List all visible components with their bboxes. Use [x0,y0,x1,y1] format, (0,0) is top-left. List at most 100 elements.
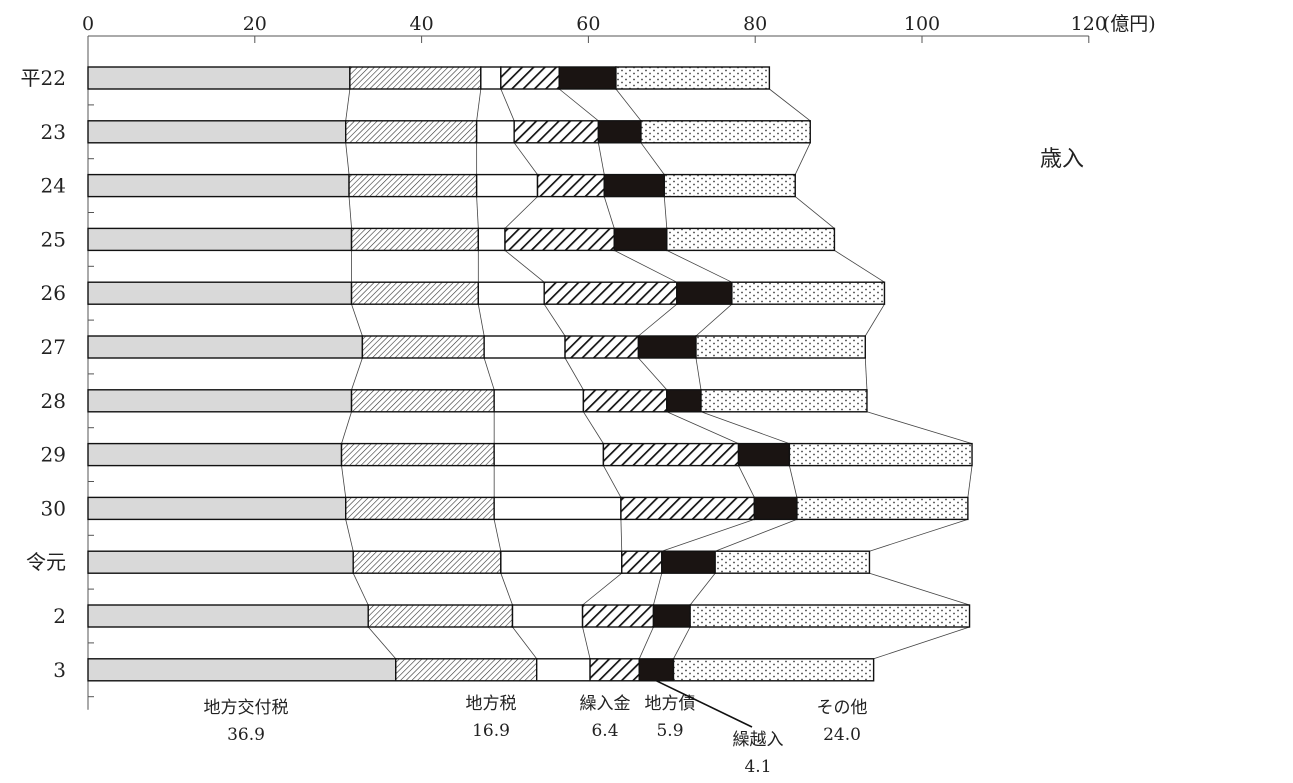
connector-line [864,303,885,337]
connector-line [582,626,591,659]
bar-segment [666,227,836,252]
connector-line [352,573,369,606]
bar-segment [543,281,678,305]
bar-segment [714,550,871,574]
connector-line [583,411,604,444]
category-label: 27 [41,335,66,359]
bar-segment [87,604,369,628]
bar-segment [477,227,506,252]
connector-lines [341,88,973,660]
series-label-name: 地方債 [645,694,696,714]
connector-line [638,357,668,391]
bar-segment [615,66,771,90]
series-label-name: 地方税 [466,694,517,714]
bar-segment [613,227,668,252]
bar-segment [731,281,886,305]
bar-segment [676,281,733,305]
callout-line [656,680,753,728]
label-layer: 平222324252627282930令元23歳入地方交付税36.9地方税16.… [21,66,1084,777]
bar-segment [483,335,566,359]
bar-segment [564,335,640,359]
bar-segment [620,496,756,521]
connector-line [504,250,545,283]
connector-line [603,465,622,498]
connector-line [789,465,798,498]
bar-layer [87,66,973,682]
bar-segment [87,658,397,682]
bar-segment [87,173,350,198]
series-label-name: 繰越入 [733,730,784,750]
connector-line [477,304,485,337]
connector-line [345,142,350,175]
bar-segment [796,496,969,521]
bar-segment [395,658,538,682]
bar-segment [504,227,615,252]
x-tick-label: 120 [1071,13,1107,35]
bar-segment [350,389,495,413]
connector-line [700,411,790,444]
bar-segment [589,658,640,682]
connector-line [558,88,599,122]
bar-segment [500,550,623,574]
category-label: 24 [41,174,66,198]
connector-line [345,88,351,121]
bar-segment [349,66,482,90]
series-label-name: 繰入金 [580,694,631,714]
connector-line [640,142,665,175]
bar-segment [663,173,796,198]
bar-segment [345,496,495,521]
bar-segment [477,281,545,305]
series-label-value: 16.9 [472,721,510,741]
category-label: 28 [41,389,66,413]
bar-segment [87,389,353,413]
bar-segment [511,604,584,628]
bar-segment [87,281,353,305]
connector-line [638,626,654,659]
series-label-value: 6.4 [591,721,618,741]
connector-line [367,626,397,660]
connector-line [476,88,482,121]
bar-segment [480,66,502,90]
bar-segment [87,335,364,359]
connector-line [695,357,702,390]
bar-segment [500,66,560,90]
connector-line [351,357,363,390]
bar-segment [558,66,617,90]
category-label: 2 [53,604,66,628]
category-label: 平22 [21,66,66,90]
bar-segment [621,550,663,574]
connector-line [614,250,677,283]
connector-line [341,411,352,444]
bar-segment [87,496,347,521]
connector-line [666,250,733,283]
connector-line [493,519,502,552]
category-label: 3 [53,658,66,682]
x-tick-label: 40 [410,13,434,35]
connector-line [582,572,623,606]
chart-title: 歳入 [1040,147,1084,172]
connector-line [715,519,798,552]
connector-line [500,573,513,606]
x-axis-unit: (億円) [1103,13,1156,35]
bar-segment [700,389,868,413]
bar-segment [652,604,691,628]
connector-line [615,88,642,122]
connector-line [341,465,347,498]
connector-line [620,519,623,552]
connector-line [504,196,538,229]
connector-line [869,572,970,606]
series-label-name: その他 [817,698,868,718]
bar-segment [87,442,343,467]
connector-line [864,357,868,390]
category-label: 29 [41,443,66,467]
bar-segment [345,120,478,144]
axis-layer: 0 20 40 60 80 100 120(億円) [82,13,1156,710]
connector-line [769,88,811,122]
series-label-value: 24.0 [823,725,861,745]
bar-segment [493,389,585,413]
bar-segment [536,173,605,198]
bar-segment [475,173,539,198]
bar-segment [350,281,480,305]
bar-segment [695,335,866,359]
